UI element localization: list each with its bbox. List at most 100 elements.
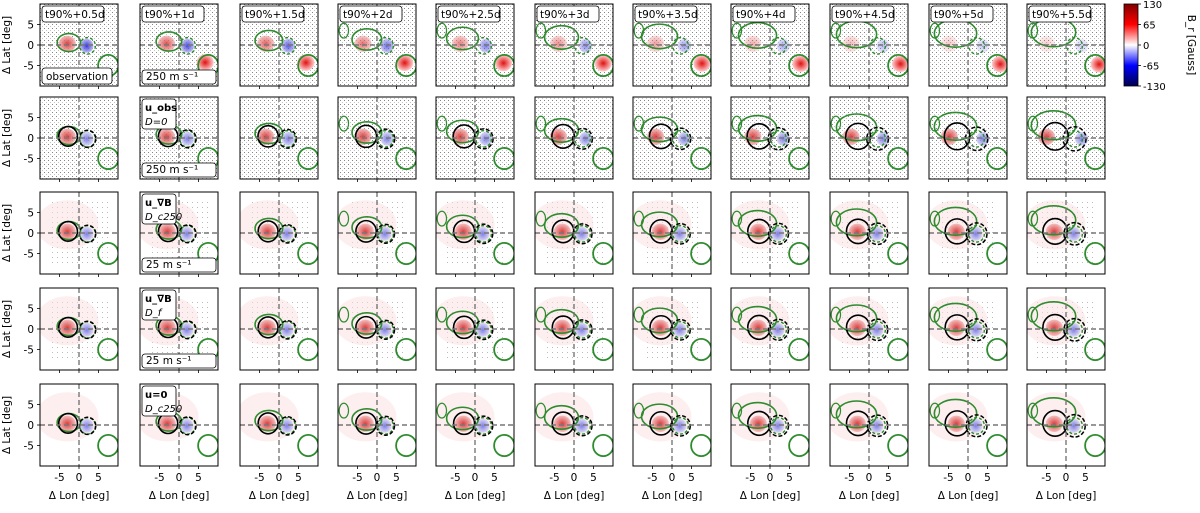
panel-r4-c8 xyxy=(730,287,810,373)
green-contour-emerging xyxy=(592,53,613,78)
y-tick-label: 0 xyxy=(27,324,34,336)
panel-r2-c10 xyxy=(928,96,1008,182)
x-tick-label: 5 xyxy=(590,472,597,484)
green-contour-positive xyxy=(254,409,284,432)
x-axis-label: Δ Lon [deg] xyxy=(149,490,210,502)
green-contour-negative xyxy=(279,416,297,435)
positive-spot xyxy=(356,415,374,432)
positive-spot xyxy=(158,223,176,240)
negative-spot xyxy=(476,418,490,433)
black-contour-negative xyxy=(572,415,593,437)
positive-spot xyxy=(1037,35,1056,52)
x-tick-label: 0 xyxy=(176,472,183,484)
velocity-scale-25-row4-box xyxy=(141,353,217,369)
positive-spot xyxy=(258,319,276,336)
column-title-box xyxy=(732,5,796,23)
negative-spot xyxy=(1074,38,1089,53)
green-contour-emerging xyxy=(297,241,318,266)
colorbar-gradient xyxy=(1123,3,1139,87)
panel-r1-c3: t90%+1.5d xyxy=(239,3,319,89)
green-contour-negative xyxy=(377,320,395,339)
green-contour-negative xyxy=(1066,224,1084,243)
black-contour-negative xyxy=(866,318,889,342)
positive-spot xyxy=(258,415,276,432)
x-tick-label: 0 xyxy=(571,472,578,484)
column-title: t90%+3.5d xyxy=(638,9,698,21)
green-contour-emerging xyxy=(788,337,809,362)
negative-spot xyxy=(476,322,490,337)
panel-r1-c5: t90%+2.5d xyxy=(435,3,515,89)
column-title-box xyxy=(1028,5,1092,23)
black-contour-positive xyxy=(649,314,673,340)
black-contour-negative xyxy=(473,128,494,150)
green-contour-negative xyxy=(770,36,788,55)
negative-spot xyxy=(677,38,692,53)
x-tick-label: -5 xyxy=(352,472,362,484)
panel-r2-c9 xyxy=(829,96,909,182)
colorbar-tick-label: -65 xyxy=(1143,62,1159,73)
panel-r1-c9: t90%+4.5d xyxy=(829,3,909,89)
black-contour-negative xyxy=(1063,221,1086,246)
panel-r4-c4 xyxy=(337,287,417,373)
column-title: t90%+2d xyxy=(343,9,393,21)
positive-spot xyxy=(647,35,665,52)
panel-r4-c11 xyxy=(1026,287,1106,373)
x-tick-label: -5 xyxy=(745,472,755,484)
row-label-main: u_∇B xyxy=(145,294,172,305)
colorbar-tick-label: 65 xyxy=(1143,21,1156,32)
green-contour-negative xyxy=(1066,129,1084,148)
positive-spot xyxy=(651,319,669,336)
column-title: t90%+1d xyxy=(145,9,195,21)
x-tick-label: 5 xyxy=(195,472,202,484)
panel-r5-c6 xyxy=(534,383,614,469)
green-contour-positive xyxy=(543,117,580,143)
x-tick-label: -5 xyxy=(943,472,953,484)
black-contour-negative xyxy=(669,127,692,151)
negative-spot xyxy=(479,38,493,53)
black-contour-negative xyxy=(964,126,989,152)
green-contour-emerging xyxy=(395,146,416,171)
green-contour-emerging xyxy=(297,146,318,171)
panel-r3-c10 xyxy=(928,191,1008,277)
emerging-spot xyxy=(892,55,908,73)
black-contour-positive xyxy=(1042,409,1069,437)
column-title-box xyxy=(634,5,698,23)
panel-r2-c4 xyxy=(337,96,417,182)
green-contour-negative xyxy=(574,36,592,55)
column-title: t90%+3d xyxy=(540,9,590,21)
black-contour-negative xyxy=(670,318,691,341)
green-contour-emerging xyxy=(395,433,416,458)
negative-spot xyxy=(280,418,294,433)
green-contour-emerging xyxy=(1084,337,1105,362)
emerging-spot xyxy=(396,54,414,72)
green-contour-negative xyxy=(968,129,986,148)
panel-r5-c9 xyxy=(829,383,909,469)
green-contour-emerging xyxy=(493,433,514,458)
black-contour-negative xyxy=(375,319,396,340)
panel-r1-c4: t90%+2d xyxy=(337,3,417,89)
panel-r5-c1 xyxy=(37,383,119,469)
y-axis-label: Δ Lat [deg] xyxy=(1,109,13,167)
x-tick-label: 0 xyxy=(374,472,381,484)
green-contour-emerging xyxy=(887,241,908,266)
black-contour-negative xyxy=(670,414,691,437)
negative-spot xyxy=(380,131,394,146)
green-contour-positive xyxy=(543,24,580,50)
green-contour-emerging xyxy=(197,433,218,458)
green-contour-negative xyxy=(672,416,690,435)
positive-spot xyxy=(454,223,472,240)
black-contour-positive xyxy=(648,123,674,150)
negative-spot xyxy=(876,131,890,146)
green-contour-negative xyxy=(377,416,395,435)
black-contour-positive xyxy=(1042,217,1069,245)
green-contour-emerging xyxy=(690,337,711,362)
positive-spot xyxy=(947,319,965,336)
negative-spot xyxy=(180,418,194,433)
negative-spot xyxy=(776,38,790,53)
column-title-box xyxy=(930,5,994,23)
emerging-spot xyxy=(792,55,809,72)
row-label-box xyxy=(141,98,177,130)
green-contour-emerging xyxy=(97,146,118,171)
x-tick-label: 0 xyxy=(1063,472,1070,484)
black-contour-negative xyxy=(866,126,890,151)
